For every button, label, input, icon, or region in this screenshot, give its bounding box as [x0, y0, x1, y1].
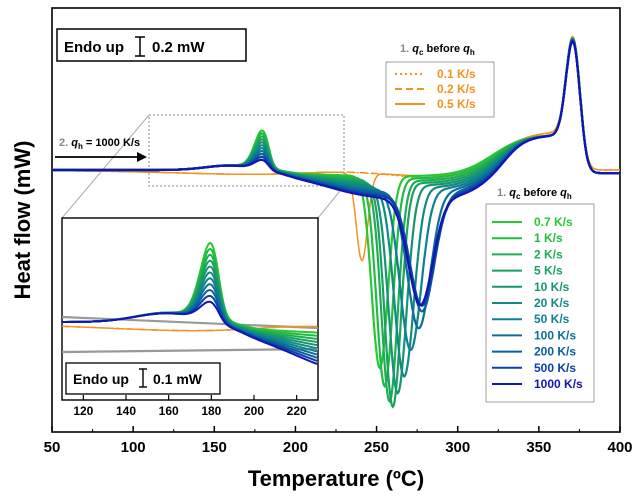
legend-label: 0.7 K/s — [534, 215, 573, 229]
legend-top-title: 1. qc before qh — [400, 43, 475, 57]
x-tick-label: 100 — [121, 439, 146, 456]
legend-label: 20 K/s — [534, 296, 570, 310]
legend-label: 500 K/s — [534, 361, 576, 375]
zoom-window — [148, 114, 345, 187]
legend-label: 0.1 K/s — [437, 67, 476, 81]
heating-rate: = 1000 K/s — [83, 137, 140, 149]
heating-arrow — [55, 152, 147, 162]
inset-scale-bar-value: 0.1 mW — [153, 371, 203, 387]
scale-bar-box — [56, 28, 247, 62]
x-tick-label: 250 — [364, 439, 389, 456]
legend-main-title: 1. qc before qh — [497, 187, 572, 201]
legend-label: 200 K/s — [534, 345, 576, 359]
scale-bar-label: Endo up — [64, 39, 124, 56]
x-tick-label: 50 — [44, 439, 61, 456]
inset-x-axis: 120 140 160 180 200 220 — [73, 395, 307, 418]
scale-bar-value: 0.2 mW — [152, 39, 205, 56]
legend-label: 1 K/s — [534, 231, 563, 245]
x-axis-title: Temperature (ºC) — [248, 466, 424, 491]
heating-q: q — [71, 137, 78, 149]
inset-ref-line-upper — [62, 315, 318, 330]
inset-x-tick-label: 140 — [116, 404, 136, 418]
inset-x-tick-label: 160 — [159, 404, 179, 418]
inset-curves — [62, 242, 318, 365]
x-tick-label: 200 — [283, 439, 308, 456]
inset-scale-bar-label: Endo up — [73, 371, 129, 387]
curve-1000-k-s — [52, 40, 620, 307]
legend-main: 0.7 K/s 1 K/s 2 K/s 5 K/s 10 K/s 20 K/s 50 K/s… — [492, 215, 583, 391]
inset-x-tick-label: 200 — [244, 404, 264, 418]
inset-x-tick-label: 220 — [287, 404, 307, 418]
inset-x-tick-label: 120 — [73, 404, 93, 418]
heating-q-sub: h — [78, 142, 83, 151]
inset-ref-line-lower — [62, 347, 318, 354]
legend-label: 1000 K/s — [534, 377, 583, 391]
legend-top: 0.1 K/s0.2 K/s0.5 K/s — [395, 67, 476, 111]
x-tick-label: 400 — [607, 439, 632, 456]
x-tick-label: 150 — [202, 439, 227, 456]
legend-label: 2 K/s — [534, 247, 563, 261]
legend-label: 50 K/s — [534, 312, 570, 326]
y-axis-title: Heat flow (mW) — [10, 141, 35, 300]
zoom-connector-left — [61, 114, 150, 219]
inset-curve-1000-k-s — [62, 300, 318, 365]
x-tick-label: 300 — [445, 439, 470, 456]
scale-bar-glyph — [135, 36, 145, 57]
inset-scale-bar-glyph — [139, 368, 147, 388]
inset-x-tick-label: 180 — [201, 404, 221, 418]
legend-top-box — [385, 61, 495, 118]
zoom-connector-right — [317, 185, 345, 219]
legend-label: 0.5 K/s — [437, 97, 476, 111]
legend-label: 10 K/s — [534, 280, 570, 294]
legend-label: 0.2 K/s — [437, 82, 476, 96]
x-tick-label: 350 — [526, 439, 551, 456]
x-axis: 50 100 150 200 250 300 350 400 — [44, 426, 633, 456]
inset-curve-0-5-k-s — [62, 325, 318, 332]
curve-0-5-k-s — [52, 35, 620, 262]
heating-annotation: 2. qh = 1000 K/s — [59, 137, 140, 151]
legend-label: 100 K/s — [534, 328, 576, 342]
legend-label: 5 K/s — [534, 264, 563, 278]
main-curves — [52, 35, 620, 409]
heating-step-number: 2. — [59, 137, 68, 149]
